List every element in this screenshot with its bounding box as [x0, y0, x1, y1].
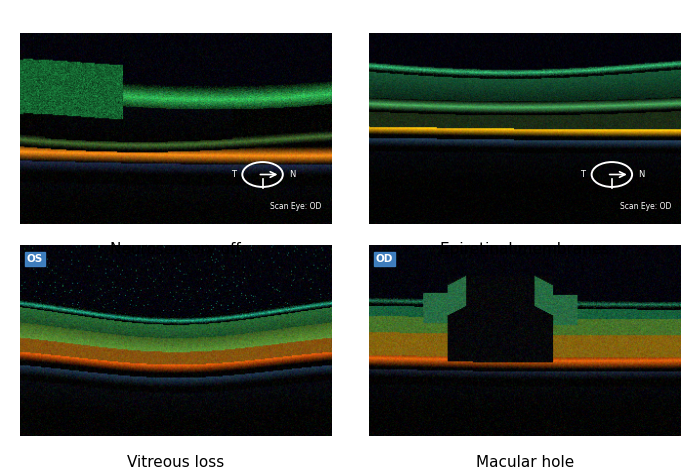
- Text: OD: OD: [376, 254, 393, 264]
- Text: Scan Eye: OD: Scan Eye: OD: [620, 202, 671, 211]
- Text: N: N: [288, 170, 295, 179]
- Text: Neurosensory off: Neurosensory off: [110, 242, 241, 257]
- Text: OS: OS: [27, 254, 43, 264]
- Text: Scan Eye: OD: Scan Eye: OD: [270, 202, 322, 211]
- Text: T: T: [231, 170, 236, 179]
- Text: T: T: [580, 170, 585, 179]
- Text: Epiretinal membranes: Epiretinal membranes: [440, 242, 609, 257]
- Text: Vitreous loss: Vitreous loss: [127, 455, 224, 470]
- Text: N: N: [638, 170, 645, 179]
- Text: Macular hole: Macular hole: [475, 455, 574, 470]
